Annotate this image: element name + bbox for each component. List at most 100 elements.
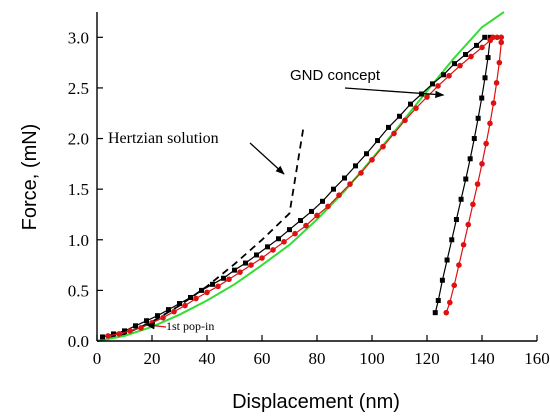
black-square-marker	[439, 277, 445, 283]
black-square-marker	[435, 298, 441, 304]
red-circle-marker	[496, 59, 503, 66]
red-circle-marker	[474, 181, 481, 187]
black-square-marker	[265, 244, 270, 250]
black-square-marker	[475, 115, 481, 121]
red-circle-marker	[369, 156, 375, 163]
black-square-marker	[232, 267, 237, 273]
gnd-concept-arrow	[344, 87, 445, 99]
y-ticks: 0.0 0.5 1.0 1.5 2.0 2.5 3.0	[68, 28, 103, 351]
plot-layer	[96, 11, 505, 342]
red-circle-marker	[303, 222, 309, 229]
black-square-marker	[276, 236, 281, 242]
red-circle-marker	[456, 262, 462, 268]
black-square-marker	[408, 101, 413, 107]
black-square-marker	[177, 301, 182, 307]
red-circle-marker	[193, 295, 199, 302]
y-tick-label: 0.5	[68, 281, 89, 300]
red-circle-marker	[237, 269, 243, 275]
black-square-marker	[309, 208, 314, 214]
annotations: GND concept Hertzian solution 1st pop-in	[108, 67, 445, 333]
black-square-marker	[320, 198, 325, 204]
red-circle-marker	[498, 39, 505, 46]
y-tick-label: 1.5	[68, 180, 89, 199]
black-square-marker	[111, 331, 116, 337]
black-square-marker	[482, 75, 488, 81]
black-square-marker	[474, 42, 479, 48]
x-ticks: 0 20 40 60 80 100 120 140 160	[93, 335, 550, 368]
red-circle-marker	[105, 333, 111, 339]
pop-in-arrow	[145, 322, 167, 330]
black-square-marker	[485, 55, 491, 61]
red-circle-marker	[336, 192, 342, 199]
red-circle-marker	[281, 238, 287, 245]
black-square-marker	[458, 196, 464, 202]
black-square-marker	[298, 218, 303, 224]
black-square-marker	[353, 163, 358, 169]
red-circle-marker	[160, 314, 166, 321]
x-tick-label: 0	[93, 349, 102, 368]
red-circle-marker	[447, 299, 453, 306]
gnd-fit-line	[96, 11, 505, 342]
black-square-marker	[452, 61, 457, 67]
black-square-marker	[133, 323, 138, 329]
x-tick-label: 20	[144, 349, 161, 368]
y-tick-label: 0.0	[68, 332, 89, 351]
red-circle-marker	[451, 282, 458, 289]
x-tick-label: 100	[359, 349, 385, 368]
y-tick-label: 2.5	[68, 79, 89, 98]
red-circle-marker	[127, 328, 133, 334]
red-circle-marker	[494, 34, 500, 41]
red-circle-marker	[470, 201, 476, 208]
x-axis-title: Displacement (nm)	[232, 391, 400, 413]
annotation-first-pop-in: 1st pop-in	[166, 319, 214, 333]
red-circle-marker	[248, 262, 254, 268]
black-square-marker	[364, 151, 369, 157]
red-circle-marker	[490, 100, 497, 106]
black-square-marker	[221, 275, 226, 281]
red-circle-marker	[215, 283, 221, 290]
red-circle-marker	[424, 94, 430, 100]
red-circle-marker	[479, 44, 485, 51]
red-circle-marker	[270, 247, 276, 253]
red-circle-marker	[483, 140, 489, 147]
x-tick-label: 80	[309, 349, 326, 368]
red-circle-marker	[490, 34, 496, 41]
black-square-marker	[199, 287, 204, 293]
black-square-marker	[210, 281, 215, 287]
y-axis-title: Force, (mN)	[19, 124, 41, 231]
red-circle-marker	[460, 242, 467, 248]
black-square-marker	[386, 124, 391, 130]
black-square-marker	[375, 138, 380, 144]
red-circle-marker	[138, 325, 144, 331]
black-square-marker	[155, 313, 160, 319]
black-square-marker	[254, 252, 259, 258]
red-circle-marker	[479, 161, 485, 167]
red-circle-marker	[204, 289, 210, 296]
red-circle-marker	[457, 62, 463, 69]
red-circle-marker	[498, 34, 505, 41]
black-square-marker	[243, 260, 248, 266]
x-tick-label: 40	[199, 349, 216, 368]
black-square-marker	[122, 328, 127, 334]
red-circle-marker	[226, 276, 232, 283]
red-circle-marker	[446, 72, 452, 79]
black-square-marker	[463, 176, 469, 182]
black-square-marker	[100, 334, 105, 340]
black-square-marker	[166, 307, 171, 313]
red-circle-marker	[325, 203, 331, 210]
black-square-marker	[479, 95, 485, 101]
black-square-marker	[441, 72, 446, 78]
x-tick-label: 140	[469, 349, 495, 368]
black-square-marker	[463, 52, 468, 58]
black-square-marker	[144, 318, 149, 324]
black-square-marker	[453, 217, 459, 223]
black-square-marker	[471, 136, 477, 142]
y-tick-label: 1.0	[68, 231, 89, 250]
x-tick-label: 120	[414, 349, 440, 368]
annotation-gnd-concept: GND concept	[290, 67, 381, 84]
hertzian-dashed-line	[96, 128, 305, 342]
red-circle-marker	[443, 309, 450, 316]
red-circle-marker	[435, 83, 441, 89]
red-circle-marker	[493, 80, 500, 86]
